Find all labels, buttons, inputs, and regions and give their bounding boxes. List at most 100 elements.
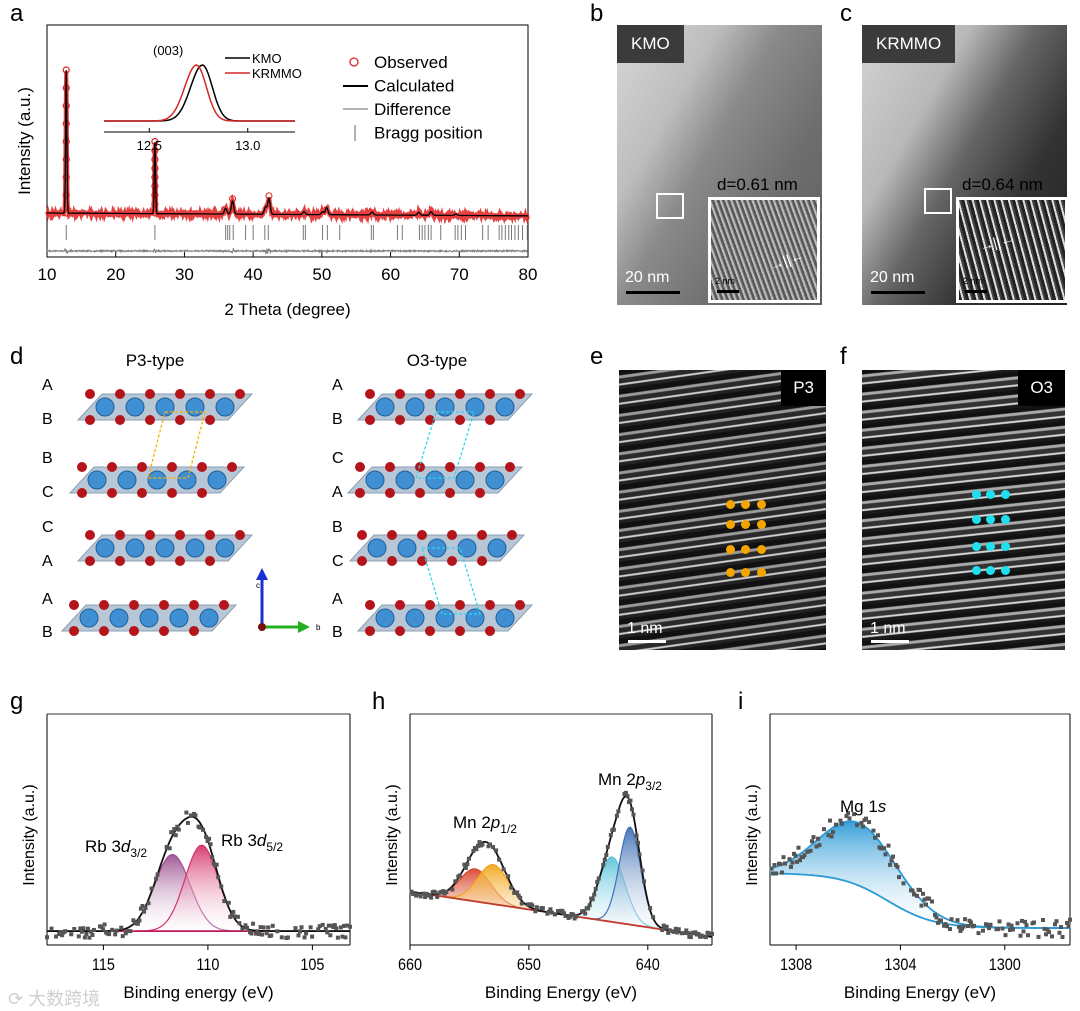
observed-point (996, 927, 1000, 932)
observed-point (477, 840, 482, 845)
observed-point (231, 909, 236, 914)
observed-point (919, 903, 924, 908)
oxygen-atom (85, 556, 95, 566)
mn-atom (405, 608, 425, 628)
atom-marker (757, 520, 766, 529)
observed-point (1003, 933, 1008, 938)
observed-point (864, 816, 868, 821)
observed-point (822, 827, 826, 832)
component-label: Rb 3d5/2 (221, 831, 283, 854)
observed-point (1015, 921, 1020, 926)
x-tick-label: 80 (519, 265, 538, 284)
panel-label-i: i (738, 688, 744, 715)
observed-point (72, 927, 77, 932)
scale-bar (628, 640, 666, 643)
observed-point (415, 892, 420, 897)
mn-atom (125, 397, 145, 417)
observed-point (886, 843, 891, 848)
haadf-image-p3: P3 1 nm (619, 370, 826, 650)
y-axis-label: Intensity (a.u.) (744, 784, 761, 885)
x-axis-label: 2 Theta (degree) (224, 300, 350, 319)
observed-point (601, 862, 606, 867)
x-tick-label: 40 (244, 265, 263, 284)
observed-point (340, 934, 345, 939)
mn-atom (485, 470, 505, 490)
observed-point (509, 885, 514, 890)
observed-point (568, 914, 573, 919)
x-tick-label: 115 (92, 956, 115, 974)
label-italic: d (121, 837, 131, 856)
scale-bar (871, 291, 925, 294)
observed-point (1020, 918, 1024, 923)
stacking-letter: C (332, 450, 344, 467)
observed-point (1068, 917, 1072, 922)
legend-label: Observed (374, 53, 448, 72)
label-subscript: 1/2 (500, 822, 517, 836)
observed-point (963, 917, 967, 922)
scale-bar-label: 1 nm (627, 620, 663, 637)
observed-point (629, 807, 634, 812)
observed-point (834, 822, 838, 827)
observed-point (343, 935, 348, 940)
observed-point (257, 932, 262, 937)
mn-atom (87, 470, 107, 490)
x-tick-label: 650 (517, 956, 541, 974)
observed-point (949, 917, 954, 922)
oxygen-atom (505, 462, 515, 472)
oxygen-atom (425, 626, 435, 636)
observed-point (988, 922, 993, 927)
observed-point (772, 863, 777, 868)
observed-point (595, 879, 600, 884)
observed-point (334, 926, 339, 931)
observed-point (82, 935, 87, 940)
oxygen-atom (69, 600, 79, 610)
observed-point (409, 889, 414, 894)
observed-point (269, 933, 274, 938)
observed-point (193, 813, 198, 818)
observed-point (672, 929, 677, 934)
observed-point (154, 876, 159, 881)
atom-marker (972, 542, 981, 551)
atom-marker (986, 490, 995, 499)
observed-point (816, 836, 820, 841)
stacking-letter: A (332, 377, 343, 394)
atom-marker (972, 566, 981, 575)
observed-point (81, 926, 86, 931)
observed-point (976, 931, 981, 936)
oxygen-atom (417, 530, 427, 540)
observed-point (270, 923, 275, 928)
x-axis-label: Binding Energy (eV) (485, 983, 637, 1002)
panel-label-f: f (840, 343, 847, 370)
component-fill-3 (410, 827, 712, 937)
observed-point (611, 827, 616, 832)
oxygen-atom (365, 415, 375, 425)
observed-point (844, 814, 849, 819)
observed-series (45, 71, 530, 225)
x-tick-label: 70 (450, 265, 469, 284)
oxygen-atom (385, 462, 395, 472)
o3-title: O3-type (407, 351, 467, 370)
oxygen-atom (189, 626, 199, 636)
observed-point (530, 903, 535, 908)
observed-point (88, 929, 93, 934)
panel-label-g: g (10, 688, 24, 715)
observed-point (137, 918, 142, 923)
scale-bar-label: 20 nm (625, 269, 670, 286)
observed-point (480, 842, 485, 847)
observed-point (515, 890, 520, 895)
observed-point (693, 930, 698, 935)
x-tick-label: 1304 (884, 956, 916, 974)
observed-point (138, 906, 143, 911)
atom-marker (757, 545, 766, 554)
oxygen-atom (137, 462, 147, 472)
observed-point (128, 929, 133, 934)
observed-point (433, 890, 438, 895)
observed-point (54, 934, 59, 939)
observed-point (344, 923, 349, 928)
observed-point (957, 924, 961, 929)
observed-point (143, 906, 148, 911)
observed-point (798, 858, 802, 863)
oxygen-atom (235, 389, 245, 399)
atom-marker (741, 520, 750, 529)
